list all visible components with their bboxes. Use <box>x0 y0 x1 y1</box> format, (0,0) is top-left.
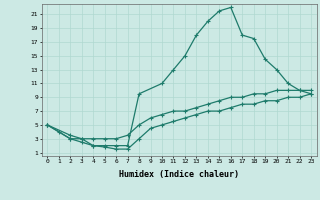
X-axis label: Humidex (Indice chaleur): Humidex (Indice chaleur) <box>119 170 239 179</box>
